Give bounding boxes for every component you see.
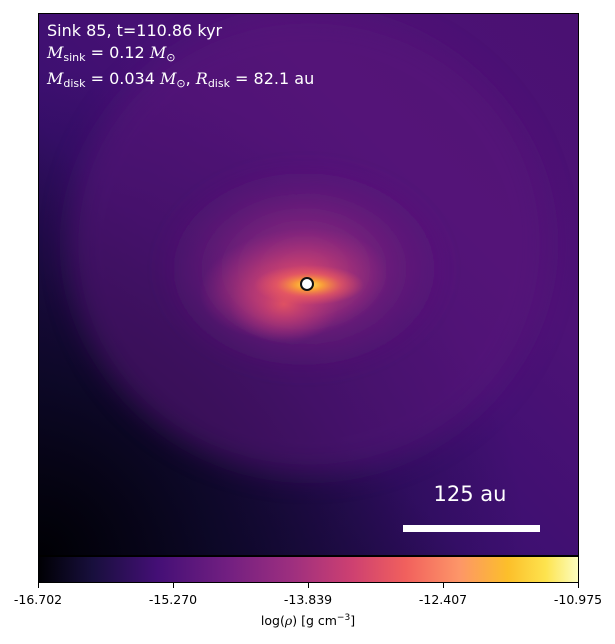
colorbar-tick-label: -15.270 bbox=[148, 592, 198, 607]
annotation-disk: Mdisk = 0.034 M⊙, Rdisk = 82.1 au bbox=[47, 69, 315, 90]
scale-bar bbox=[403, 525, 540, 532]
colorbar-tick bbox=[308, 583, 309, 588]
annotation-block: Sink 85, t=110.86 kyr Msink = 0.12 M⊙ Md… bbox=[47, 20, 314, 95]
colorbar-label: log(ρ) [g cm−3] bbox=[260, 613, 356, 628]
colorbar-tick bbox=[578, 583, 579, 588]
colorbar-tick bbox=[38, 583, 39, 588]
colorbar-tick-label: -12.407 bbox=[418, 592, 468, 607]
sink-particle-marker bbox=[300, 277, 314, 291]
density-map-svg bbox=[39, 14, 578, 555]
annotation-title: Sink 85, t=110.86 kyr bbox=[47, 21, 223, 40]
scale-bar-label: 125 au bbox=[433, 482, 507, 506]
density-map bbox=[38, 13, 579, 556]
colorbar-tick bbox=[443, 583, 444, 588]
colorbar bbox=[38, 556, 579, 583]
colorbar-tick-label: -13.839 bbox=[283, 592, 333, 607]
colorbar-tick-label: -10.975 bbox=[553, 592, 603, 607]
colorbar-tick-label: -16.702 bbox=[13, 592, 63, 607]
colorbar-tick bbox=[173, 583, 174, 588]
annotation-sink-mass: Msink = 0.12 M⊙ bbox=[47, 42, 176, 64]
